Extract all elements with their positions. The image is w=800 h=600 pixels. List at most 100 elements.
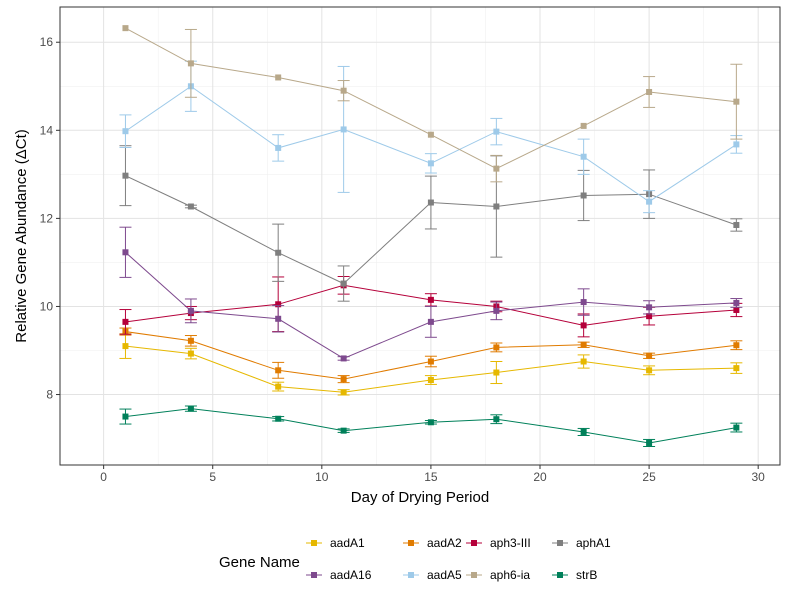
- series-layer: [119, 25, 743, 448]
- series-aadA16: [119, 226, 743, 362]
- legend-label: aadA5: [427, 568, 462, 582]
- aphA1-point: [733, 221, 740, 228]
- series-strB: [119, 405, 743, 448]
- aadA2-point: [275, 367, 282, 374]
- aphA1-point: [122, 172, 129, 179]
- aph3-III-point: [275, 301, 282, 308]
- aadA16-point: [275, 315, 282, 322]
- aadA1-point: [187, 350, 194, 357]
- legend-title: Gene Name: [219, 554, 300, 571]
- panel-border: [59, 6, 781, 466]
- aph3-III-point: [733, 306, 740, 313]
- aadA16-point: [340, 355, 347, 362]
- aph6-ia-point: [122, 25, 129, 32]
- aadA1-point: [580, 358, 587, 365]
- legend-item-aadA1: aadA1: [306, 536, 365, 550]
- legend-item-aph6-ia: aph6-ia: [466, 568, 530, 582]
- aadA2-point: [646, 352, 653, 359]
- legend-item-strB: strB: [552, 568, 597, 582]
- x-tick-label: 30: [752, 470, 766, 484]
- major-gridlines: [60, 7, 780, 465]
- aphA1-point: [580, 192, 587, 199]
- strB-point: [580, 428, 587, 435]
- aadA16-point: [187, 307, 194, 314]
- aph6-ia-point: [187, 60, 194, 67]
- aph3-III-point: [427, 296, 434, 303]
- aadA1-point: [427, 377, 434, 384]
- legend-key-point: [408, 572, 414, 578]
- legend-label: aadA16: [330, 568, 372, 582]
- legend-item-aphA1: aphA1: [552, 536, 611, 550]
- aph3-III-point: [646, 313, 653, 320]
- y-tick-label: 8: [46, 388, 53, 402]
- legend-key-point: [311, 572, 317, 578]
- legend-key-point: [557, 540, 563, 546]
- aadA16-point: [580, 299, 587, 306]
- minor-gridlines: [60, 7, 780, 465]
- aadA1-point: [340, 389, 347, 396]
- legend: Gene Name aadA1 aadA2 aph3-III aphA1 aadA16 a…: [219, 536, 611, 582]
- legend-key-point: [408, 540, 414, 546]
- aphA1-point: [275, 249, 282, 256]
- aadA5-point: [646, 198, 653, 205]
- series-aphA1: [119, 145, 743, 302]
- aadA2-point: [427, 358, 434, 365]
- series-aph6-ia: [122, 25, 743, 183]
- x-tick-label: 5: [209, 470, 216, 484]
- legend-key-point: [311, 540, 317, 546]
- aphA1-point: [427, 199, 434, 206]
- legend-label: aphA1: [576, 536, 611, 550]
- aph6-ia-point: [493, 165, 500, 172]
- legend-item-aadA16: aadA16: [306, 568, 372, 582]
- legend-label: aph3-III: [490, 536, 531, 550]
- strB-point: [275, 415, 282, 422]
- aph6-ia-point: [733, 98, 740, 105]
- legend-item-aph3-III: aph3-III: [466, 536, 531, 550]
- strB-point: [733, 424, 740, 431]
- aadA16-point: [733, 299, 740, 306]
- y-tick-label: 12: [40, 211, 54, 225]
- aadA1-point: [493, 369, 500, 376]
- legend-label: aph6-ia: [490, 568, 530, 582]
- aph6-ia-point: [340, 87, 347, 94]
- legend-key-point: [471, 540, 477, 546]
- tick-labels: 0 5 10 15 20 25 30 8 10 12 14 16: [40, 35, 766, 484]
- axis-ticks: [56, 41, 759, 469]
- y-tick-label: 16: [40, 35, 54, 49]
- y-axis-title: Relative Gene Abundance (ΔCt): [13, 129, 30, 342]
- aph6-ia-point: [580, 122, 587, 129]
- x-tick-label: 15: [424, 470, 438, 484]
- x-axis-title: Day of Drying Period: [351, 489, 489, 506]
- x-tick-label: 0: [100, 470, 107, 484]
- aph3-III-point: [122, 318, 129, 325]
- strB-point: [187, 405, 194, 412]
- aadA5-point: [275, 144, 282, 151]
- aadA5-point: [580, 153, 587, 160]
- strB-point: [646, 439, 653, 446]
- aadA2-point: [580, 341, 587, 348]
- strB-point: [340, 427, 347, 434]
- x-tick-label: 10: [315, 470, 329, 484]
- y-tick-label: 10: [40, 299, 54, 313]
- aadA5-point: [733, 141, 740, 148]
- aadA16-point: [427, 318, 434, 325]
- legend-key-point: [557, 572, 563, 578]
- aadA1-point: [275, 383, 282, 390]
- legend-key-point: [471, 572, 477, 578]
- aadA1-point: [646, 367, 653, 374]
- legend-label: aadA2: [427, 536, 462, 550]
- aph3-III-point: [580, 322, 587, 329]
- aadA5-point: [340, 126, 347, 133]
- series-aadA2: [119, 327, 743, 384]
- aadA5-point: [427, 160, 434, 167]
- aadA2-point: [187, 337, 194, 344]
- x-tick-label: 20: [533, 470, 547, 484]
- aphA1-point: [340, 280, 347, 287]
- aadA5-point: [122, 128, 129, 135]
- aph6-ia-point: [427, 131, 434, 138]
- aph6-ia-point: [275, 74, 282, 81]
- aadA16-point: [646, 304, 653, 311]
- strB-point: [122, 413, 129, 420]
